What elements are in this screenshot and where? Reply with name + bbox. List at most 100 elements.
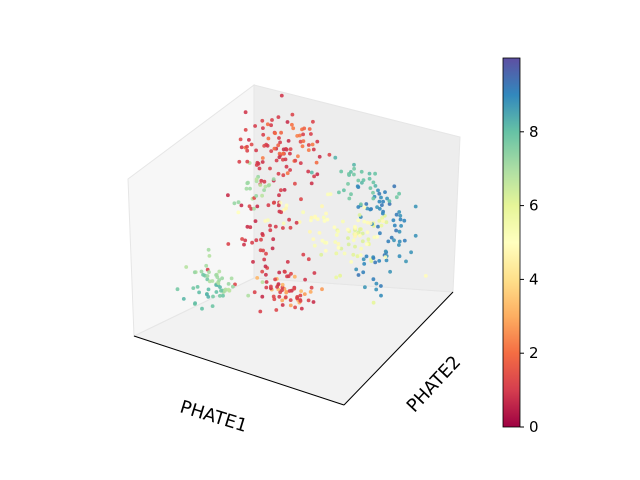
scatter-point: [355, 184, 360, 189]
scatter-point: [266, 183, 271, 188]
scatter-point: [404, 259, 408, 264]
scatter-point: [265, 122, 270, 127]
scatter-point: [356, 273, 361, 277]
scatter-point: [260, 294, 265, 299]
scatter-point: [276, 171, 281, 176]
scatter-point: [220, 276, 225, 281]
scatter-point: [229, 276, 234, 281]
scatter-point: [312, 243, 317, 248]
scatter-point: [381, 199, 385, 204]
scatter-point: [377, 259, 382, 263]
scatter-point: [357, 213, 362, 217]
scatter-point: [214, 273, 219, 277]
scatter-point: [270, 118, 274, 122]
scatter-point: [298, 299, 303, 303]
colorbar: 0 2 4 6 8: [502, 57, 539, 436]
scatter-point: [377, 206, 382, 211]
scatter-point: [323, 240, 327, 245]
scatter-point: [337, 190, 341, 195]
scatter-point: [293, 158, 298, 163]
scatter-point: [289, 271, 293, 276]
scatter-point: [359, 202, 363, 207]
scatter-point: [294, 220, 299, 225]
scatter-point: [349, 170, 353, 174]
scatter-point: [423, 274, 428, 278]
scatter-point: [394, 212, 399, 217]
scatter-point: [281, 147, 286, 152]
scatter-point: [260, 280, 265, 284]
scatter-point: [302, 126, 307, 131]
scatter-point: [257, 166, 262, 171]
scatter-point: [243, 238, 248, 243]
scatter-point: [195, 285, 200, 289]
scatter-point: [374, 281, 379, 286]
scatter-point: [372, 235, 377, 240]
scatter-point: [308, 290, 313, 294]
colorbar-tick-label: 4: [529, 270, 539, 288]
scatter-point: [365, 220, 370, 225]
scatter-point: [367, 176, 372, 181]
scatter-point: [281, 226, 285, 230]
scatter-point: [285, 171, 290, 176]
y-axis-label: PHATE2: [403, 352, 466, 417]
scatter-point: [266, 136, 271, 141]
scatter-point: [245, 181, 250, 186]
scatter-point: [371, 256, 376, 260]
scatter-point: [358, 227, 362, 232]
scatter-point: [221, 293, 225, 298]
scatter-point: [391, 218, 396, 223]
scatter-point: [278, 290, 283, 295]
scatter-points: [175, 93, 428, 314]
colorbar-tick-label: 8: [529, 123, 539, 141]
scatter-point: [279, 93, 284, 98]
colorbar-gradient: [502, 57, 521, 428]
scatter-point: [326, 192, 330, 197]
scatter-point: [397, 191, 401, 196]
scatter-point: [237, 159, 242, 164]
scatter-point: [291, 126, 296, 131]
scatter-point: [281, 221, 286, 226]
scatter-point: [359, 246, 364, 251]
scatter-point: [254, 148, 258, 153]
scatter-point: [346, 236, 350, 241]
scatter-point: [361, 178, 366, 183]
scatter-point: [277, 294, 282, 299]
scatter-point: [325, 217, 330, 222]
scatter-point: [298, 293, 303, 298]
scatter-point: [245, 224, 250, 229]
scatter-point: [358, 253, 363, 257]
scatter-point: [375, 235, 379, 239]
scatter-point: [262, 257, 267, 262]
scatter-point: [207, 254, 212, 258]
scatter-point: [286, 139, 291, 143]
scatter-point: [283, 270, 287, 274]
scatter-point: [311, 237, 316, 242]
scatter-point: [281, 151, 285, 156]
scatter-point: [284, 206, 288, 211]
scatter-point: [398, 213, 403, 218]
scatter-point: [392, 184, 397, 189]
scatter-point: [349, 260, 354, 264]
y-axis-line: [343, 291, 454, 406]
scatter-point: [284, 203, 289, 208]
scatter-point: [297, 220, 302, 224]
scatter-point: [306, 169, 311, 174]
scatter-point: [247, 138, 251, 142]
scatter-point: [292, 274, 297, 279]
scatter-point: [312, 174, 316, 179]
scatter-point: [207, 279, 212, 284]
scatter-point: [309, 285, 314, 290]
scatter-point: [392, 238, 396, 243]
scatter-point: [288, 303, 293, 308]
scatter-point: [239, 203, 244, 208]
scatter-point: [358, 233, 362, 238]
scatter-point: [258, 183, 263, 188]
scatter-point: [218, 294, 222, 298]
scatter-point: [368, 207, 373, 212]
scatter-point: [263, 219, 268, 223]
scatter-point: [306, 148, 311, 153]
scatter-point: [260, 193, 264, 198]
scatter-point: [336, 245, 341, 250]
scatter-point: [296, 154, 300, 159]
